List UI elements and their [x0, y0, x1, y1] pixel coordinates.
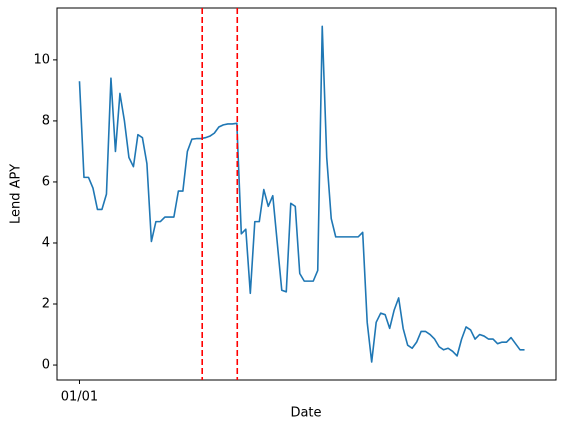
y-axis-label: Lend APY — [9, 164, 24, 224]
x-tick-label: 01/01 — [61, 390, 98, 405]
y-tick-label: 6 — [42, 174, 50, 189]
x-axis-label: Date — [290, 406, 321, 421]
y-tick-label: 8 — [42, 113, 50, 128]
y-tick-label: 0 — [42, 358, 50, 373]
axes-frame — [56, 7, 557, 381]
data-line — [78, 25, 525, 363]
y-tick-label: 10 — [33, 52, 50, 67]
y-tick-label: 2 — [42, 297, 50, 312]
y-tick-label: 4 — [42, 235, 50, 250]
